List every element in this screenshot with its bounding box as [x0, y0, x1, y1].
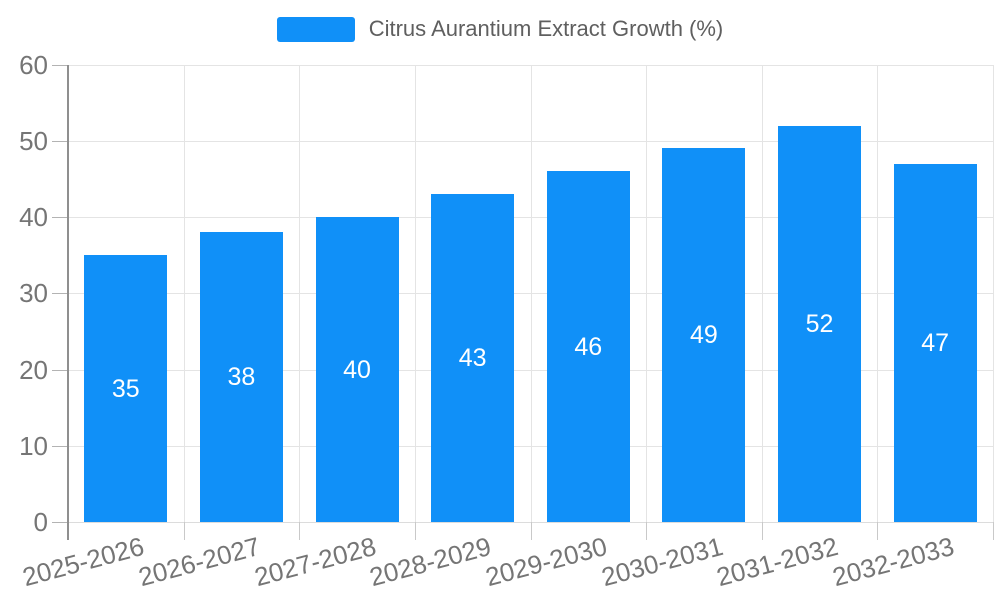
x-axis-label: 2025-2026 — [19, 531, 148, 593]
x-axis-label: 2027-2028 — [250, 531, 379, 593]
x-grid-line — [530, 64, 532, 522]
y-axis-label: 50 — [19, 125, 48, 156]
bar-value-label: 38 — [227, 363, 256, 392]
x-grid-line — [646, 64, 648, 522]
x-axis-label: 2031-2032 — [713, 531, 842, 593]
bar[interactable] — [546, 171, 630, 522]
x-grid-line — [183, 64, 185, 522]
y-axis-label: 40 — [19, 202, 48, 232]
y-axis-label: 20 — [19, 354, 48, 385]
legend-swatch — [276, 16, 355, 42]
bar-value-label: 46 — [574, 332, 603, 361]
legend-item[interactable]: Citrus Aurantium Extract Growth (%) — [0, 16, 1000, 42]
x-axis-tick — [646, 522, 648, 540]
bar-value-label: 35 — [111, 374, 140, 403]
y-axis-line — [67, 64, 69, 540]
x-axis-tick — [761, 522, 763, 540]
x-axis-label: 2029-2030 — [482, 531, 611, 593]
y-axis-tick — [52, 64, 68, 66]
bar-value-label: 40 — [343, 355, 371, 384]
y-axis-label: 10 — [19, 430, 48, 461]
x-axis-tick — [530, 522, 532, 540]
bar-value-label: 43 — [458, 344, 487, 373]
y-axis-label: 60 — [19, 49, 48, 80]
y-axis-tick — [52, 217, 68, 218]
bar-value-label: 52 — [805, 309, 834, 338]
x-grid-line — [299, 64, 301, 522]
bar[interactable] — [199, 232, 283, 522]
x-grid-line — [414, 64, 416, 522]
x-axis-label: 2032-2033 — [829, 531, 957, 593]
x-axis-tick — [299, 522, 301, 540]
x-axis-label: 2030-2031 — [597, 531, 726, 593]
y-axis-tick — [52, 293, 68, 295]
bar[interactable] — [315, 217, 399, 522]
y-axis-tick — [52, 445, 68, 447]
x-grid-line — [993, 64, 994, 522]
bar-value-label: 49 — [690, 321, 718, 350]
x-grid-line — [761, 64, 763, 522]
bar[interactable] — [778, 125, 862, 522]
x-grid-line — [877, 64, 879, 522]
x-axis-tick — [414, 522, 416, 540]
x-axis-label: 2028-2029 — [366, 531, 495, 593]
x-axis-label: 2026-2027 — [135, 531, 264, 593]
x-axis-tick — [183, 522, 185, 540]
legend-label: Citrus Aurantium Extract Growth (%) — [368, 16, 724, 41]
bar[interactable] — [431, 194, 515, 522]
bar-value-label: 47 — [921, 328, 950, 357]
y-axis-tick — [52, 369, 68, 371]
y-axis-label: 0 — [33, 507, 48, 537]
y-axis-tick — [52, 522, 68, 523]
bar[interactable] — [84, 255, 168, 522]
x-axis-tick — [877, 522, 879, 540]
x-axis-tick — [993, 522, 994, 540]
y-axis-label: 30 — [19, 278, 48, 309]
bar[interactable] — [893, 163, 977, 522]
bar[interactable] — [662, 148, 746, 522]
y-axis-tick — [52, 140, 68, 142]
